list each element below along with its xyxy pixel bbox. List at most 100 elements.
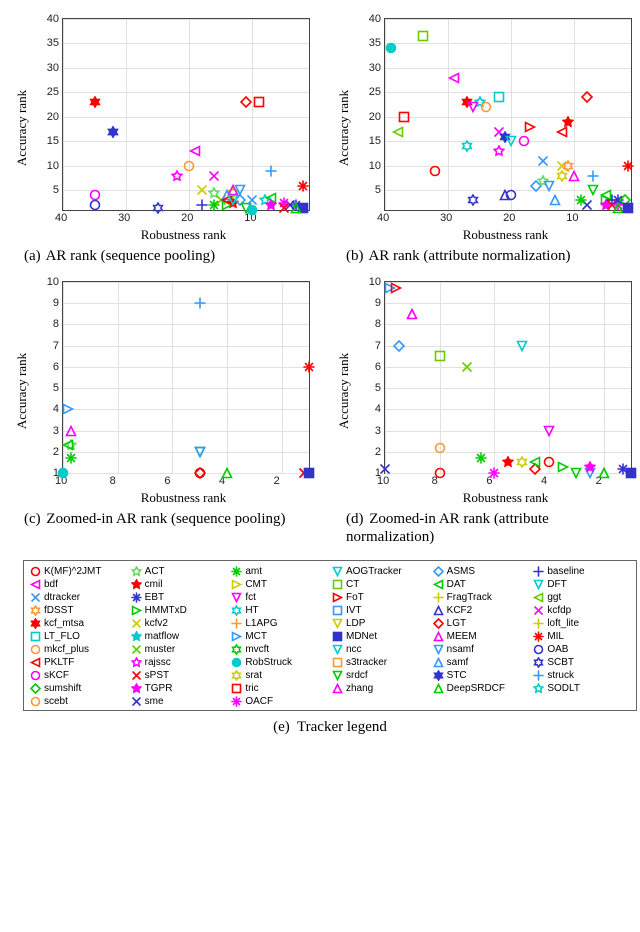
legend-icon [231, 644, 242, 655]
marker-srdcf [587, 184, 599, 196]
legend-icon [131, 592, 142, 603]
marker-HT [461, 140, 473, 152]
legend-icon [30, 683, 41, 694]
marker-mkcf_plus [183, 160, 195, 172]
legend-icon [231, 696, 242, 707]
marker-FoT [390, 282, 402, 294]
legend-item-kcf_mtsa: kcf_mtsa [30, 617, 127, 630]
legend-item-CT: CT [332, 578, 429, 591]
legend-icon [332, 592, 343, 603]
marker-SCBT [467, 194, 479, 206]
panel-d: Accuracy rank Robustness rank 1086421234… [332, 273, 640, 546]
legend-item-LGT: LGT [433, 617, 530, 630]
plot-a: 40302010510152025303540 [62, 18, 310, 211]
legend-item-zhang: zhang [332, 682, 429, 695]
legend-item-bdf: bdf [30, 578, 127, 591]
marker-RobStruck [385, 42, 397, 54]
legend-item-HMMTxD: HMMTxD [131, 604, 228, 617]
marker-fct [543, 425, 555, 437]
legend-item-scebt: scebt [30, 695, 127, 708]
marker-ggt [392, 126, 404, 138]
legend-icon [433, 683, 444, 694]
legend-item-matflow: matflow [131, 630, 228, 643]
marker-kcf_mtsa [89, 96, 101, 108]
marker-EBT [617, 463, 629, 475]
legend-item-sme: sme [131, 695, 228, 708]
marker-LGT [240, 96, 252, 108]
legend-caption: (e) Tracker legend [10, 719, 640, 736]
legend-item-mkcf_plus: mkcf_plus [30, 643, 127, 656]
legend-item-sKCF: sKCF [30, 669, 127, 682]
legend-item-sPST: sPST [131, 669, 228, 682]
caption-d: (d) Zoomed-in AR rank (attribute normali… [346, 510, 636, 546]
marker-sKCF [518, 135, 530, 147]
legend-item-L1APG: L1APG [231, 617, 328, 630]
legend-icon [533, 605, 544, 616]
legend-icon [433, 644, 444, 655]
legend-item-EBT: EBT [131, 591, 228, 604]
legend-icon [30, 670, 41, 681]
legend-item-HT: HT [231, 604, 328, 617]
legend-icon [231, 670, 242, 681]
legend-item-fDSST: fDSST [30, 604, 127, 617]
legend-icon [30, 605, 41, 616]
legend-icon [30, 579, 41, 590]
legend-icon [433, 605, 444, 616]
marker-nsamf [543, 180, 555, 192]
legend-item-nsamf: nsamf [433, 643, 530, 656]
legend-icon [332, 657, 343, 668]
legend-icon [30, 566, 41, 577]
xlabel-a: Robustness rank [141, 227, 227, 243]
legend-icon [332, 631, 343, 642]
marker-FoT [524, 121, 536, 133]
panel-c: Accuracy rank Robustness rank 1086421234… [10, 273, 328, 546]
panel-grid: Accuracy rank Robustness rank 4030201051… [10, 10, 640, 546]
marker-cmil [502, 456, 514, 468]
legend-item-RobStruck: RobStruck [231, 656, 328, 669]
legend-icon [433, 618, 444, 629]
legend-icon [131, 605, 142, 616]
legend-row: K(MF)^2JMTACTamtAOGTrackerASMSbaselinebd… [30, 565, 630, 708]
ylabel-c: Accuracy rank [14, 352, 30, 428]
legend-icon [332, 683, 343, 694]
legend-item-fct: fct [231, 591, 328, 604]
marker-sPST [278, 202, 290, 214]
marker-sme [379, 463, 391, 475]
marker-kcfdp [208, 170, 220, 182]
marker-DeepSRDCF [598, 467, 610, 479]
legend-item-TGPR: TGPR [131, 682, 228, 695]
legend-icon [231, 683, 242, 694]
tracker-legend: K(MF)^2JMTACTamtAOGTrackerASMSbaselinebd… [23, 560, 637, 711]
plot-c: 10864212345678910 [62, 281, 310, 474]
legend-icon [131, 657, 142, 668]
legend-item-baseline: baseline [533, 565, 630, 578]
marker-K(MF)^2JMT [543, 456, 555, 468]
legend-icon [433, 592, 444, 603]
legend-item-amt: amt [231, 565, 328, 578]
legend-icon [231, 566, 242, 577]
legend-item-kcfv2: kcfv2 [131, 617, 228, 630]
marker-amt [65, 452, 77, 464]
marker-RobStruck [246, 204, 258, 216]
marker-muster [461, 361, 473, 373]
legend-icon [433, 670, 444, 681]
legend-item-OACF: OACF [231, 695, 328, 708]
marker-K(MF)^2JMT [434, 467, 446, 479]
legend-icon [433, 631, 444, 642]
marker-HMMTxD [557, 461, 569, 473]
legend-item-MEEM: MEEM [433, 630, 530, 643]
legend-icon [533, 631, 544, 642]
legend-item-tric: tric [231, 682, 328, 695]
marker-zhang [406, 308, 418, 320]
legend-item-ASMS: ASMS [433, 565, 530, 578]
legend-item-cmil: cmil [131, 578, 228, 591]
legend-item-MDNet: MDNet [332, 630, 429, 643]
ylabel-b: Accuracy rank [336, 89, 352, 165]
legend-item-LDP: LDP [332, 617, 429, 630]
plot-b-wrap: Accuracy rank Robustness rank 4030201051… [346, 10, 636, 245]
marker-K(MF)^2JMT [194, 467, 206, 479]
marker-TGPR [265, 199, 277, 211]
marker-tric [398, 111, 410, 123]
legend-item-SODLT: SODLT [533, 682, 630, 695]
marker-SCBT [107, 126, 119, 138]
